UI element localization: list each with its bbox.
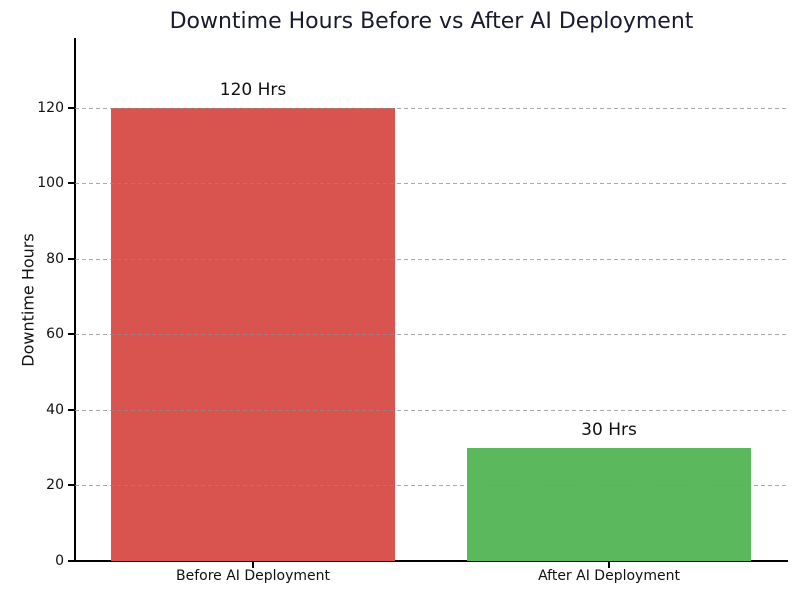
chart-title: Downtime Hours Before vs After AI Deploy… <box>169 9 694 34</box>
y-tick-mark-0 <box>68 560 74 562</box>
gridline-y-100 <box>75 183 787 184</box>
y-tick-mark-20 <box>68 484 74 486</box>
y-tick-label-0: 0 <box>55 553 64 569</box>
y-tick-mark-100 <box>68 182 74 184</box>
gridline-y-120 <box>75 108 787 109</box>
gridline-y-40 <box>75 410 787 411</box>
plot-area: 120 Hrs 30 Hrs <box>75 38 787 561</box>
y-tick-mark-120 <box>68 107 74 109</box>
x-tick-label-1: After AI Deployment <box>538 568 680 584</box>
bar-value-label-1: 30 Hrs <box>581 420 637 440</box>
y-axis-spine <box>74 38 76 562</box>
gridline-y-20 <box>75 485 787 486</box>
x-tick-mark-0 <box>252 562 254 568</box>
bar-1 <box>466 448 752 561</box>
y-tick-mark-40 <box>68 409 74 411</box>
y-tick-label-20: 20 <box>46 477 64 493</box>
y-tick-label-40: 40 <box>46 402 64 418</box>
bar-value-label-0: 120 Hrs <box>219 80 287 100</box>
x-axis-spine <box>74 560 788 562</box>
y-tick-label-120: 120 <box>37 100 64 116</box>
y-tick-mark-80 <box>68 258 74 260</box>
gridline-y-60 <box>75 334 787 335</box>
y-tick-label-60: 60 <box>46 326 64 342</box>
gridline-y-80 <box>75 259 787 260</box>
x-tick-mark-1 <box>608 562 610 568</box>
x-tick-label-0: Before AI Deployment <box>175 568 331 584</box>
y-tick-label-80: 80 <box>46 251 64 267</box>
y-tick-label-100: 100 <box>37 175 64 191</box>
y-tick-mark-60 <box>68 333 74 335</box>
